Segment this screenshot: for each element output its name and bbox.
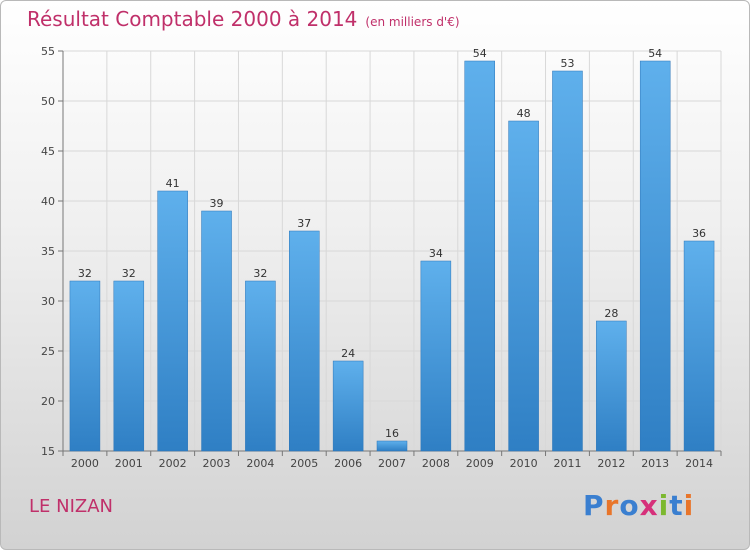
x-tick-label-2003: 2003 (203, 457, 231, 470)
bar-2012 (596, 320, 627, 452)
data-label-2005: 37 (297, 217, 311, 230)
x-tick-label-2005: 2005 (290, 457, 318, 470)
x-tick-label-2014: 2014 (685, 457, 713, 470)
x-tick-label-2002: 2002 (159, 457, 187, 470)
y-tick-label: 15 (41, 445, 55, 458)
y-tick-label: 50 (41, 95, 55, 108)
y-tick-label: 20 (41, 395, 55, 408)
place-name: LE NIZAN (29, 496, 114, 517)
x-tick-label-2000: 2000 (71, 457, 99, 470)
data-label-2002: 41 (166, 177, 180, 190)
y-tick-label: 35 (41, 245, 55, 258)
data-label-2013: 54 (648, 47, 662, 60)
y-tick-label: 55 (41, 45, 55, 58)
bar-2000 (69, 280, 101, 452)
chart-title-block: Résultat Comptable 2000 à 2014 (en millie… (27, 7, 460, 31)
x-tick-label-2006: 2006 (334, 457, 362, 470)
x-tick-label-2004: 2004 (246, 457, 274, 470)
data-label-2008: 34 (429, 247, 443, 260)
bar-2005 (289, 230, 320, 452)
proxiti-logo[interactable]: Proxiti (583, 489, 694, 522)
x-tick-label-2010: 2010 (510, 457, 538, 470)
x-tick-label-2007: 2007 (378, 457, 406, 470)
logo-letter: i (658, 489, 670, 522)
logo-letter: t (669, 489, 684, 522)
bar-2004 (245, 280, 276, 452)
data-label-2010: 48 (517, 107, 531, 120)
data-label-2009: 54 (473, 47, 487, 60)
bar-2003 (201, 210, 232, 452)
data-label-2012: 28 (604, 307, 618, 320)
data-label-2006: 24 (341, 347, 355, 360)
x-tick-label-2013: 2013 (641, 457, 669, 470)
bar-2010 (508, 120, 539, 452)
data-label-2014: 36 (692, 227, 706, 240)
logo-letter: P (583, 489, 605, 522)
data-label-2000: 32 (78, 267, 92, 280)
bar-2001 (113, 280, 145, 452)
y-tick-label: 40 (41, 195, 55, 208)
x-tick-label-2001: 2001 (115, 457, 143, 470)
bar-2002 (157, 190, 188, 452)
chart-title: Résultat Comptable 2000 à 2014 (27, 7, 358, 31)
logo-letter: o (619, 489, 640, 522)
data-label-2001: 32 (122, 267, 136, 280)
y-tick-label: 25 (41, 345, 55, 358)
bar-2007 (376, 440, 408, 452)
y-tick-label: 45 (41, 145, 55, 158)
bar-2008 (420, 260, 452, 452)
logo-letter: x (639, 489, 659, 522)
data-label-2004: 32 (253, 267, 267, 280)
x-tick-label-2012: 2012 (597, 457, 625, 470)
x-tick-label-2011: 2011 (553, 457, 581, 470)
y-tick-label: 30 (41, 295, 55, 308)
chart-subtitle: (en milliers d'€) (365, 15, 460, 29)
data-label-2003: 39 (210, 197, 224, 210)
x-tick-label-2009: 2009 (466, 457, 494, 470)
logo-letter: i (683, 489, 695, 522)
logo-letter: r (604, 489, 620, 522)
bar-2014 (683, 240, 715, 452)
bar-2009 (464, 60, 495, 452)
bars: 32 32 41 39 32 37 24 16 34 54 48 53 28 54 36 (69, 47, 715, 452)
x-tick-label-2008: 2008 (422, 457, 450, 470)
bar-2006 (332, 360, 364, 452)
data-label-2007: 16 (385, 427, 399, 440)
bar-2011 (552, 70, 583, 452)
data-label-2011: 53 (560, 57, 574, 70)
bar-2013 (639, 60, 671, 452)
